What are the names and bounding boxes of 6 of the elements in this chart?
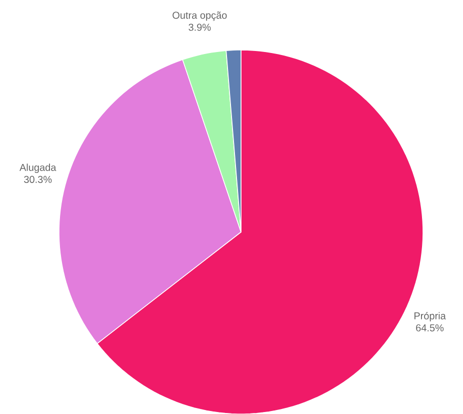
data-label: 30.3% [24,176,52,183]
data-label: 3.9% [188,24,211,31]
slice-label: Alugada [20,163,56,173]
data-label: 64.5% [416,324,444,332]
slice-label: Outra opção [172,11,227,21]
slice-label: Própria [414,312,446,322]
